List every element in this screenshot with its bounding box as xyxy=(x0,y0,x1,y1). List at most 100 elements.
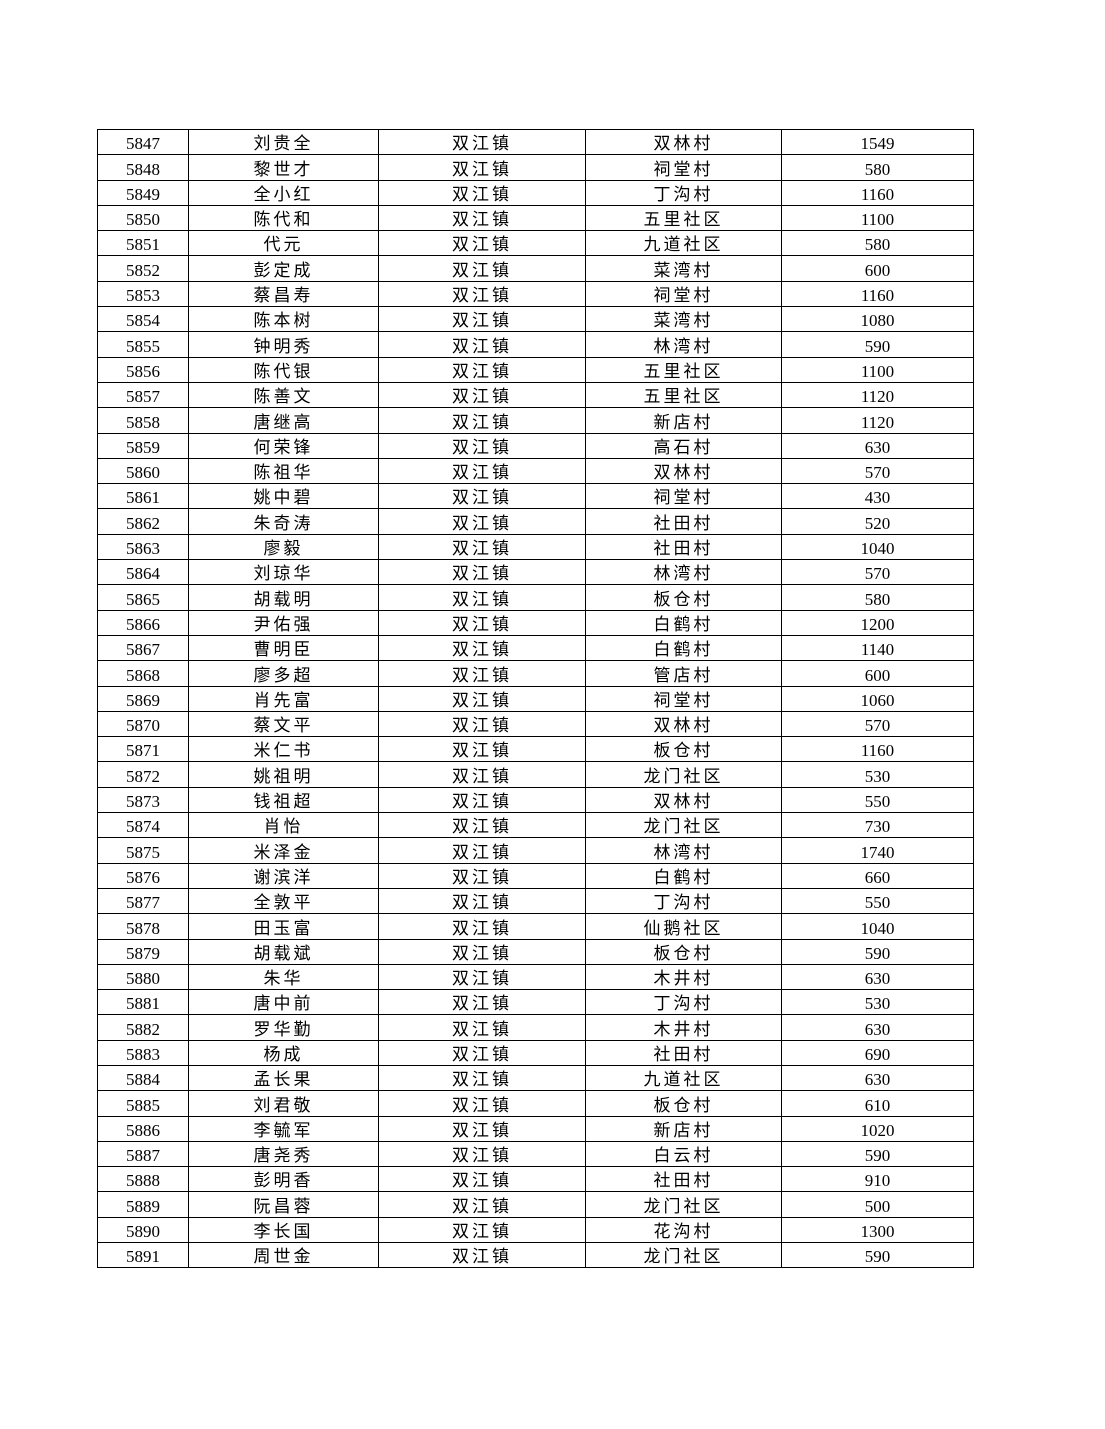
town-cell: 双江镇 xyxy=(378,584,586,611)
village-cell: 板仓村 xyxy=(585,584,782,611)
village-cell: 管店村 xyxy=(585,660,782,687)
village-cell: 丁沟村 xyxy=(585,887,782,915)
town-cell: 双江镇 xyxy=(378,736,586,763)
village-cell: 龙门社区 xyxy=(585,1242,782,1269)
town-cell: 双江镇 xyxy=(378,837,586,864)
table-row: 5880 朱华 双江镇 木井村 630 xyxy=(97,963,974,991)
table-row: 5864 刘琼华 双江镇 林湾村 570 xyxy=(97,559,974,586)
row-number-cell: 5882 xyxy=(97,1014,189,1041)
village-cell: 花沟村 xyxy=(585,1216,782,1244)
table-body: 5847 刘贵全 双江镇 双林村 1549 5848 黎世才 双江镇 祠堂村 580 5849 全小红… xyxy=(97,128,974,1269)
person-name-cell: 钟明秀 xyxy=(188,331,379,358)
row-number-cell: 5874 xyxy=(97,812,189,839)
row-number-cell: 5864 xyxy=(97,559,189,586)
table-row: 5878 田玉富 双江镇 仙鹅社区 1040 xyxy=(97,913,974,940)
village-cell: 板仓村 xyxy=(585,1090,782,1117)
amount-cell: 1160 xyxy=(781,736,974,763)
amount-cell: 630 xyxy=(781,1014,974,1041)
amount-cell: 910 xyxy=(781,1166,974,1193)
amount-cell: 550 xyxy=(781,786,974,814)
row-number-cell: 5881 xyxy=(97,989,189,1016)
row-number-cell: 5872 xyxy=(97,761,189,788)
amount-cell: 1040 xyxy=(781,913,974,940)
table-row: 5868 廖多超 双江镇 管店村 600 xyxy=(97,660,974,687)
person-name-cell: 田玉富 xyxy=(188,913,379,940)
row-number-cell: 5863 xyxy=(97,533,189,561)
amount-cell: 630 xyxy=(781,963,974,991)
person-name-cell: 蔡文平 xyxy=(188,710,379,738)
village-cell: 丁沟村 xyxy=(585,179,782,206)
town-cell: 双江镇 xyxy=(378,710,586,738)
amount-cell: 1140 xyxy=(781,634,974,662)
person-name-cell: 陈本树 xyxy=(188,306,379,333)
town-cell: 双江镇 xyxy=(378,685,586,712)
amount-cell: 590 xyxy=(781,1140,974,1168)
row-number-cell: 5856 xyxy=(97,356,189,383)
table-row: 5857 陈善文 双江镇 五里社区 1120 xyxy=(97,381,974,409)
amount-cell: 1080 xyxy=(781,306,974,333)
town-cell: 双江镇 xyxy=(378,862,586,889)
table-row: 5889 阮昌蓉 双江镇 龙门社区 500 xyxy=(97,1191,974,1218)
row-number-cell: 5850 xyxy=(97,204,189,232)
person-name-cell: 全敦平 xyxy=(188,887,379,915)
village-cell: 龙门社区 xyxy=(585,812,782,839)
amount-cell: 550 xyxy=(781,887,974,915)
town-cell: 双江镇 xyxy=(378,1115,586,1142)
town-cell: 双江镇 xyxy=(378,609,586,636)
table-row: 5872 姚祖明 双江镇 龙门社区 530 xyxy=(97,761,974,788)
town-cell: 双江镇 xyxy=(378,887,586,915)
amount-cell: 430 xyxy=(781,483,974,510)
amount-cell: 580 xyxy=(781,230,974,257)
village-cell: 林湾村 xyxy=(585,331,782,358)
table-row: 5847 刘贵全 双江镇 双林村 1549 xyxy=(97,128,974,156)
table-row: 5848 黎世才 双江镇 祠堂村 580 xyxy=(97,154,974,181)
person-name-cell: 朱奇涛 xyxy=(188,508,379,535)
person-name-cell: 黎世才 xyxy=(188,154,379,181)
person-name-cell: 刘琼华 xyxy=(188,559,379,586)
row-number-cell: 5858 xyxy=(97,407,189,434)
row-number-cell: 5884 xyxy=(97,1064,189,1092)
row-number-cell: 5873 xyxy=(97,786,189,814)
amount-cell: 530 xyxy=(781,989,974,1016)
person-name-cell: 谢滨洋 xyxy=(188,862,379,889)
table-row: 5863 廖毅 双江镇 社田村 1040 xyxy=(97,533,974,561)
table-row: 5865 胡载明 双江镇 板仓村 580 xyxy=(97,584,974,611)
row-number-cell: 5862 xyxy=(97,508,189,535)
amount-cell: 630 xyxy=(781,432,974,459)
person-name-cell: 唐继高 xyxy=(188,407,379,434)
amount-cell: 1300 xyxy=(781,1216,974,1244)
row-number-cell: 5883 xyxy=(97,1039,189,1066)
person-name-cell: 李毓军 xyxy=(188,1115,379,1142)
amount-cell: 600 xyxy=(781,660,974,687)
data-table: 5847 刘贵全 双江镇 双林村 1549 5848 黎世才 双江镇 祠堂村 580 5849 全小红… xyxy=(97,128,974,1269)
amount-cell: 1100 xyxy=(781,356,974,383)
row-number-cell: 5853 xyxy=(97,280,189,308)
amount-cell: 610 xyxy=(781,1090,974,1117)
person-name-cell: 刘贵全 xyxy=(188,128,379,156)
village-cell: 社田村 xyxy=(585,508,782,535)
table-row: 5860 陈祖华 双江镇 双林村 570 xyxy=(97,457,974,485)
amount-cell: 520 xyxy=(781,508,974,535)
person-name-cell: 米泽金 xyxy=(188,837,379,864)
table-row: 5871 米仁书 双江镇 板仓村 1160 xyxy=(97,736,974,763)
amount-cell: 1200 xyxy=(781,609,974,636)
amount-cell: 1020 xyxy=(781,1115,974,1142)
amount-cell: 1549 xyxy=(781,128,974,156)
town-cell: 双江镇 xyxy=(378,381,586,409)
table-row: 5858 唐继高 双江镇 新店村 1120 xyxy=(97,407,974,434)
row-number-cell: 5889 xyxy=(97,1191,189,1218)
table-row: 5882 罗华勤 双江镇 木井村 630 xyxy=(97,1014,974,1041)
amount-cell: 1160 xyxy=(781,280,974,308)
town-cell: 双江镇 xyxy=(378,786,586,814)
row-number-cell: 5865 xyxy=(97,584,189,611)
table-row: 5859 何荣锋 双江镇 高石村 630 xyxy=(97,432,974,459)
amount-cell: 1160 xyxy=(781,179,974,206)
row-number-cell: 5866 xyxy=(97,609,189,636)
person-name-cell: 彭定成 xyxy=(188,255,379,282)
town-cell: 双江镇 xyxy=(378,508,586,535)
person-name-cell: 姚祖明 xyxy=(188,761,379,788)
amount-cell: 630 xyxy=(781,1064,974,1092)
table-row: 5875 米泽金 双江镇 林湾村 1740 xyxy=(97,837,974,864)
village-cell: 木井村 xyxy=(585,1014,782,1041)
person-name-cell: 全小红 xyxy=(188,179,379,206)
